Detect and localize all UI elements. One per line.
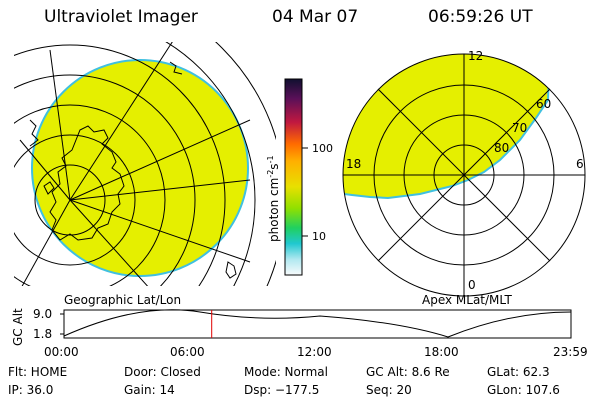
flight-status: Flt: HOME	[8, 365, 68, 379]
orbit-xtick-1800: 18:00	[424, 345, 459, 359]
geographic-latitude: GLat: 62.3	[487, 365, 550, 379]
coastline	[29, 61, 237, 279]
geographic-longitude: GLon: 107.6	[487, 383, 560, 397]
orbit-ylabel: GC Alt	[11, 308, 25, 346]
colorbar	[284, 78, 308, 276]
dsp-value: Dsp: −177.5	[244, 383, 320, 397]
app-title: Ultraviolet Imager	[44, 7, 198, 27]
geographic-label: Geographic Lat/Lon	[64, 293, 181, 307]
mlat-60-label: 60	[536, 97, 551, 111]
orbit-xtick-1200: 12:00	[297, 345, 332, 359]
polar-map	[342, 53, 586, 297]
orbit-altitude-curve	[63, 309, 572, 338]
apex-label: Apex MLat/MLT	[422, 293, 512, 307]
colorbar-tick-10: 10	[312, 230, 326, 243]
orbit-plot	[60, 309, 572, 339]
orbit-ytick-1-8: 1.8	[33, 327, 52, 341]
orbit-xtick-0600: 06:00	[170, 345, 205, 359]
date-readout: 04 Mar 07	[272, 7, 359, 27]
gain-value: Gain: 14	[124, 383, 175, 397]
gc-altitude: GC Alt: 8.6 Re	[366, 365, 450, 379]
time-readout: 06:59:26 UT	[428, 7, 533, 27]
sequence-value: Seq: 20	[366, 383, 412, 397]
orbit-ytick-9: 9.0	[33, 307, 52, 321]
colorbar-unit-label: photon cm-2s-1	[266, 155, 281, 242]
ip-value: IP: 36.0	[8, 383, 54, 397]
mlt-18-label: 18	[346, 157, 361, 171]
geographic-map	[14, 42, 276, 286]
colorbar-tick-100: 100	[312, 142, 333, 155]
orbit-xtick-0000: 00:00	[44, 345, 79, 359]
mlat-70-label: 70	[512, 121, 527, 135]
mode-status: Mode: Normal	[244, 365, 328, 379]
uv-emission-disk	[31, 59, 249, 277]
mlt-0-label: 0	[468, 278, 476, 292]
door-status: Door: Closed	[124, 365, 201, 379]
mlt-6-label: 6	[576, 157, 584, 171]
mlat-80-label: 80	[494, 141, 509, 155]
orbit-xtick-2359: 23:59	[553, 345, 588, 359]
mlt-12-label: 12	[468, 49, 483, 63]
